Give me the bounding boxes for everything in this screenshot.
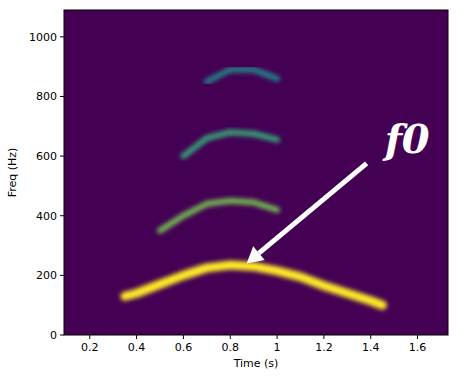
x-tick-label: 0.4 xyxy=(128,341,146,354)
annotation-arrow xyxy=(259,163,367,253)
y-tick xyxy=(60,36,64,37)
harmonics xyxy=(125,70,383,306)
y-tick xyxy=(60,335,64,336)
harmonic-track xyxy=(125,265,383,305)
x-tick-label: 0.8 xyxy=(221,341,239,354)
y-tick-label: 600 xyxy=(36,150,57,163)
y-tick-label: 1000 xyxy=(29,31,57,44)
x-tick-label: 1 xyxy=(274,341,281,354)
y-tick-label: 0 xyxy=(50,329,57,342)
y-tick-label: 800 xyxy=(36,90,57,103)
x-axis-label: Time (s) xyxy=(233,357,279,370)
annotation-text: f0 xyxy=(382,115,430,162)
x-tick xyxy=(277,335,278,339)
chart: 0.2 0.4 0.6 0.8 1 1.2 1.4 1.6 0 200 400 600 800 1000 T… xyxy=(0,0,474,379)
x-tick xyxy=(417,335,418,339)
harmonic-track xyxy=(160,201,277,231)
frame xyxy=(64,10,448,335)
x-tick-label: 1.2 xyxy=(315,341,333,354)
x-tick xyxy=(370,335,371,339)
x-tick-label: 1.4 xyxy=(362,341,380,354)
x-tick xyxy=(136,335,137,339)
harmonic-track xyxy=(207,70,277,82)
y-tick-label: 200 xyxy=(36,269,57,282)
x-tick xyxy=(89,335,90,339)
x-tick-label: 0.2 xyxy=(81,341,99,354)
plot-background xyxy=(64,10,448,335)
y-axis-label: Freq (Hz) xyxy=(6,148,19,198)
x-tick xyxy=(183,335,184,339)
y-tick xyxy=(60,275,64,276)
y-tick xyxy=(60,96,64,97)
y-tick xyxy=(60,215,64,216)
y-tick xyxy=(60,156,64,157)
annotation-arrowhead xyxy=(247,246,265,263)
x-tick xyxy=(323,335,324,339)
x-tick-label: 0.6 xyxy=(175,341,193,354)
harmonic-track xyxy=(183,132,277,156)
x-tick xyxy=(230,335,231,339)
y-tick-label: 400 xyxy=(36,210,57,223)
x-tick-label: 1.6 xyxy=(409,341,427,354)
